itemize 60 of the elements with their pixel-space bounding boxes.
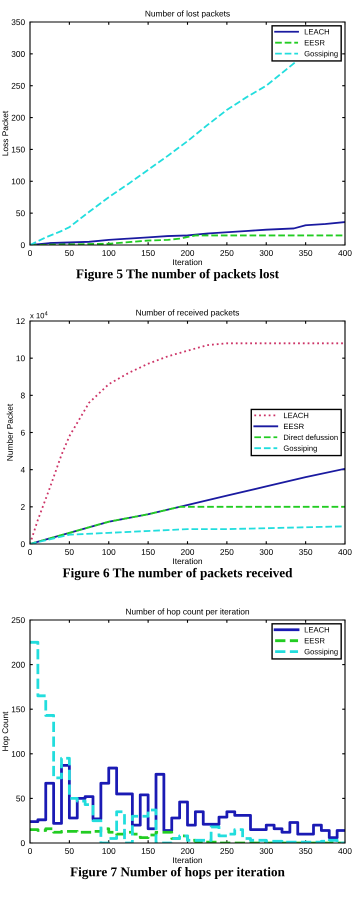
x-tick-label: 350 [298,250,312,256]
x-tick-label: 400 [338,848,352,854]
x-tick-label: 200 [180,549,194,555]
x-tick-label: 50 [65,549,74,555]
x-tick-label: 250 [220,250,234,256]
y-tick-label: 6 [20,430,25,436]
y-tick-label: 100 [12,178,25,184]
x-axis-title: Iteration [173,558,202,564]
x-tick-label: 0 [28,549,32,555]
y-axis-title: Number Packet [6,404,13,461]
x-tick-label: 250 [220,848,234,854]
caption: Figure 7 Number of hops per iteration [70,866,285,880]
caption: Figure 6 The number of packets received [62,568,292,580]
x-tick-label: 200 [180,250,194,256]
y-tick-label: 12 [16,318,25,324]
x-tick-label: 400 [338,250,352,256]
y-tick-label: 0 [20,541,25,548]
x-tick-label: 350 [298,848,312,854]
y-tick-label: 4 [20,466,25,473]
y-tick-label: 8 [20,392,25,398]
x-tick-label: 50 [65,848,74,854]
y-tick-label: 300 [12,51,25,57]
x-tick-label: 300 [260,250,273,256]
chart-title: Number of received packets [136,309,240,318]
y-tick-label: 250 [12,617,25,624]
y-tick-label: 50 [16,210,25,216]
x-tick-label: 50 [65,250,74,256]
x-tick-label: 250 [220,549,234,555]
x-axis-title: Iteration [173,259,202,266]
caption: Figure 5 The number of packets lost [76,268,279,282]
x-tick-label: 0 [28,250,32,256]
x-tick-label: 150 [142,549,155,555]
x-tick-label: 300 [260,549,273,555]
y-axis-title: Hop Count [2,712,10,751]
x-tick-label: 150 [142,848,155,854]
x-tick-label: 100 [102,848,116,854]
x-tick-label: 100 [102,250,116,256]
y-axis-title: Loss Packet [2,110,8,156]
x-axis-title: Iteration [173,857,202,864]
chart-title: Number of lost packets [146,10,230,18]
x-tick-label: 0 [28,848,32,854]
y-tick-label: 0 [20,242,25,248]
x-tick-label: 300 [260,848,273,854]
y-tick-label: 10 [16,355,25,362]
y-tick-label: 2 [20,504,25,510]
x-tick-label: 150 [142,250,155,256]
y-tick-label: 250 [12,82,25,89]
y-tick-label: 200 [12,114,25,121]
y-tick-label: 50 [16,796,25,802]
y-tick-label: 100 [12,751,25,757]
chart-title: Number of hop count per iteration [126,608,250,616]
x-tick-label: 200 [180,848,194,854]
y-tick-label: 350 [12,19,25,26]
y-tick-label: 0 [20,840,25,846]
y-tick-label: 150 [12,706,25,712]
x-tick-label: 400 [338,549,352,555]
y-tick-label: 150 [12,146,25,153]
y-tick-label: 200 [12,662,25,668]
x-tick-label: 100 [102,549,116,555]
x-tick-label: 350 [298,549,312,555]
